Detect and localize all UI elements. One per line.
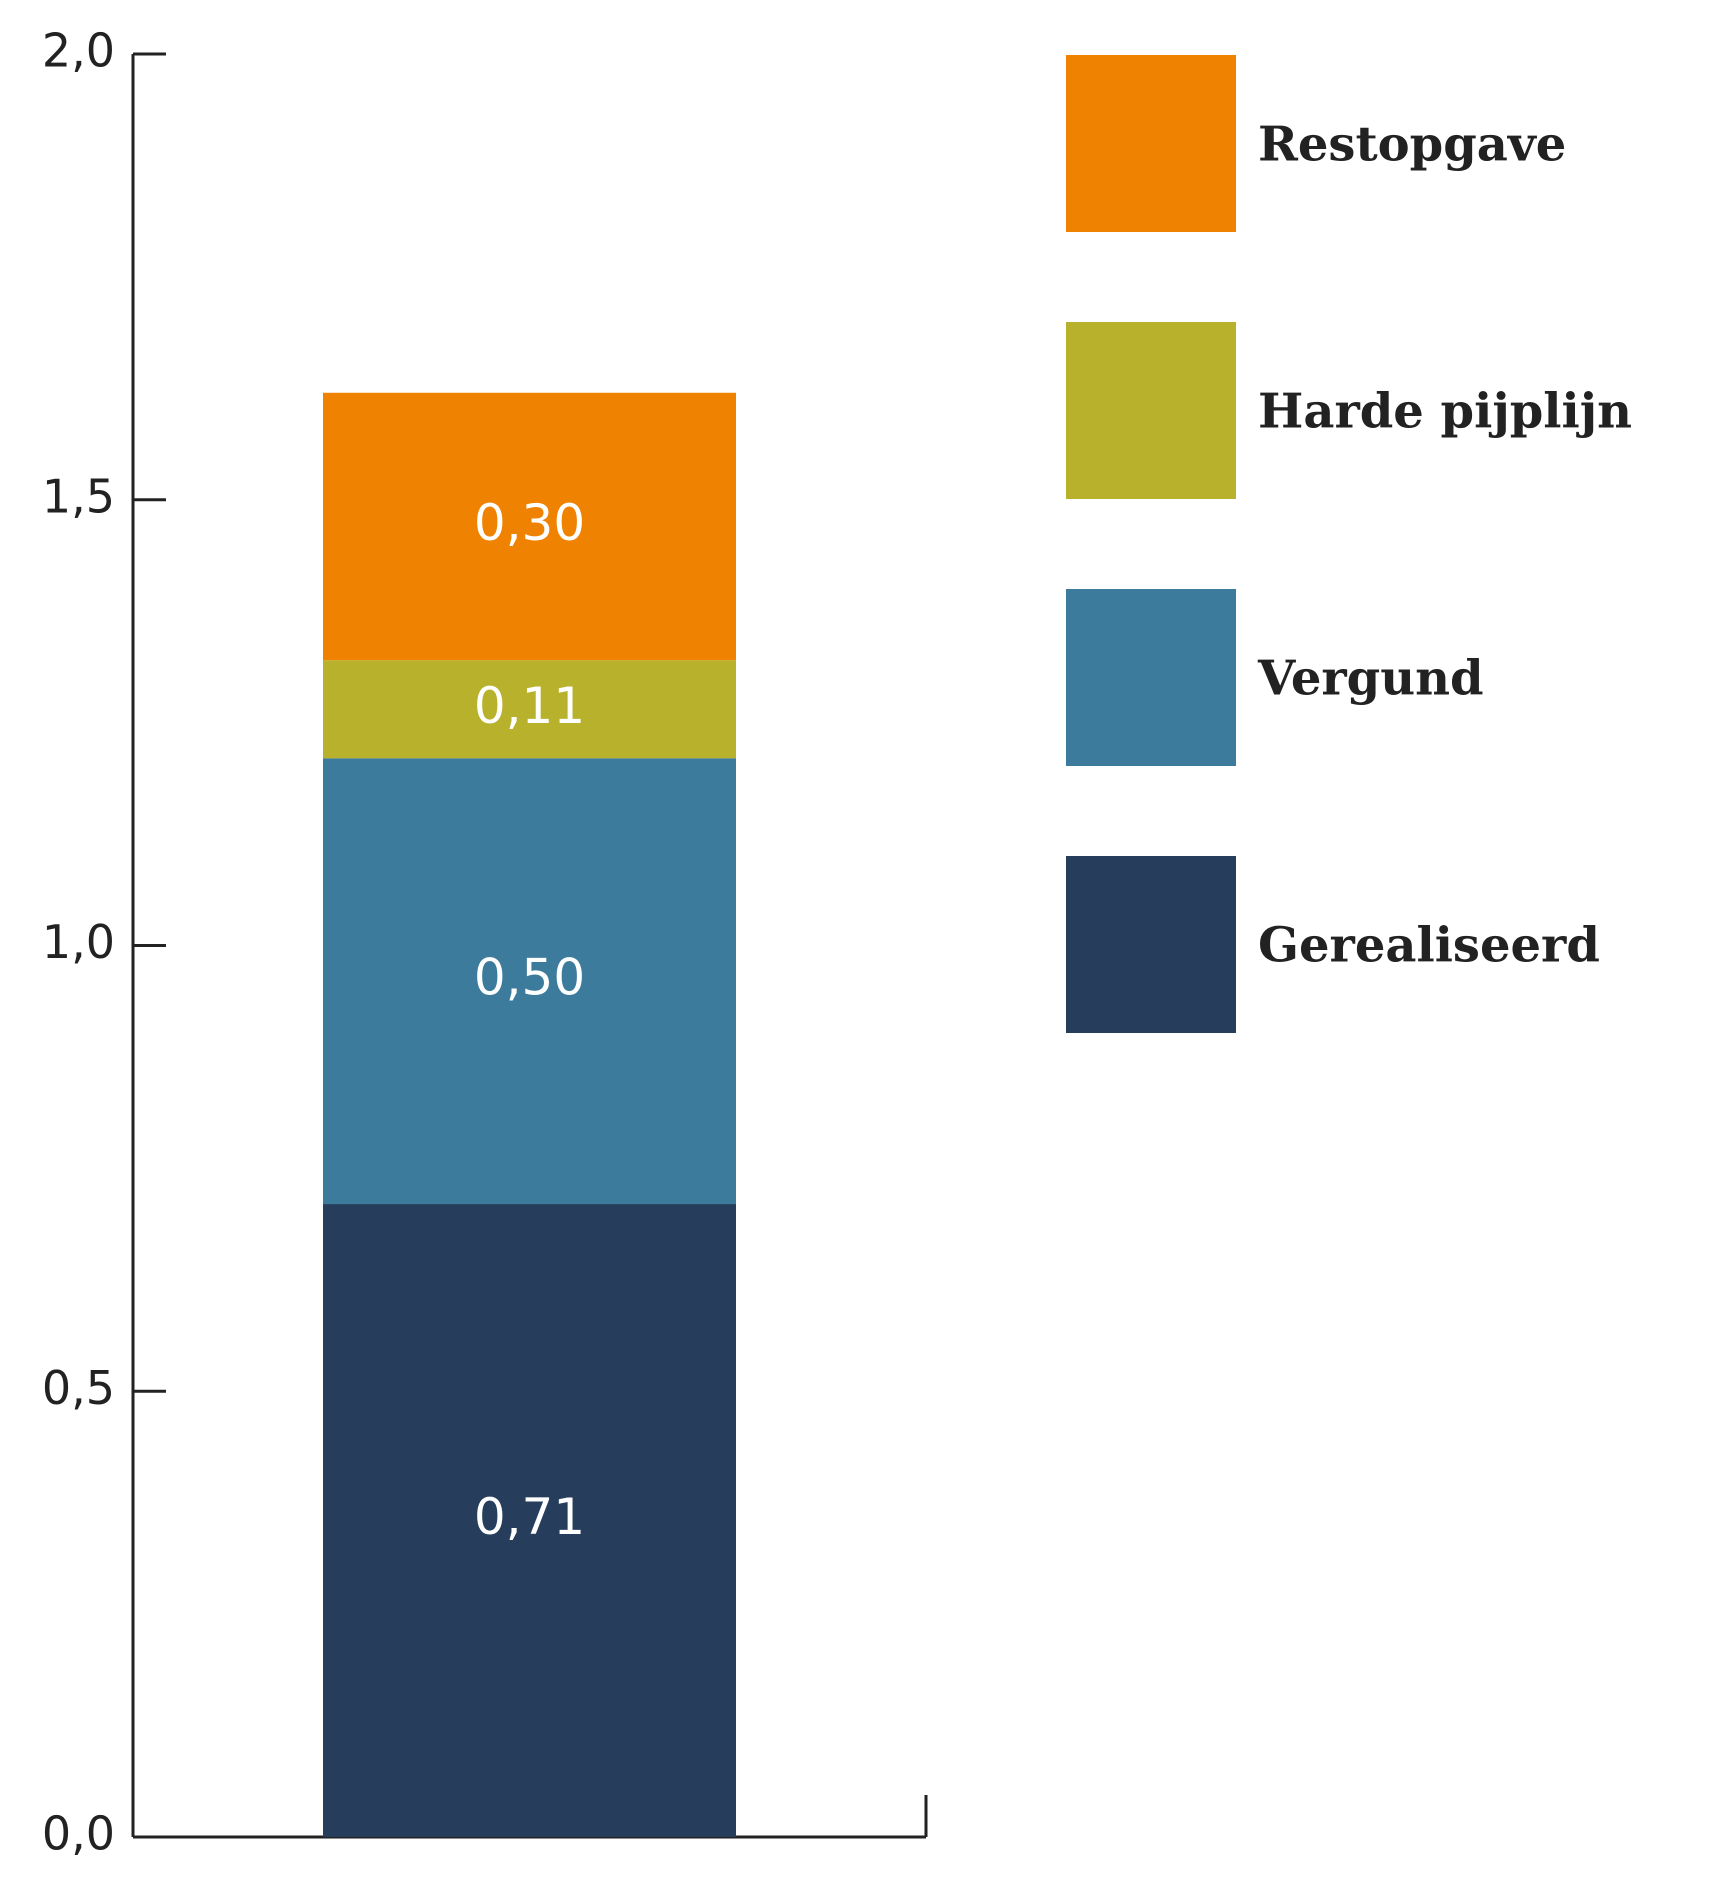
y-tick-label: 2,0	[42, 24, 115, 78]
legend-label: Harde pijplijn	[1258, 384, 1632, 440]
y-tick-label: 1,5	[42, 469, 115, 523]
value-label: 0,11	[474, 677, 585, 735]
y-tick-label: 0,5	[42, 1361, 115, 1415]
y-tick-label: 0,0	[42, 1807, 115, 1861]
y-tick-label: 1,0	[42, 915, 115, 969]
legend-swatch	[1066, 55, 1236, 232]
legend-swatch	[1066, 322, 1236, 499]
legend-label: Restopgave	[1258, 117, 1566, 173]
value-label: 0,30	[474, 494, 585, 552]
bar-segment	[323, 660, 736, 759]
legend-label: Vergund	[1257, 651, 1484, 707]
bar-segment	[323, 758, 736, 1205]
legend-label: Gerealiseerd	[1258, 918, 1600, 974]
value-label: 0,71	[474, 1488, 585, 1546]
bar-segment	[323, 1204, 736, 1837]
legend-swatch	[1066, 589, 1236, 766]
legend-swatch	[1066, 856, 1236, 1033]
bar-segment	[323, 392, 736, 661]
value-label: 0,50	[474, 949, 585, 1007]
